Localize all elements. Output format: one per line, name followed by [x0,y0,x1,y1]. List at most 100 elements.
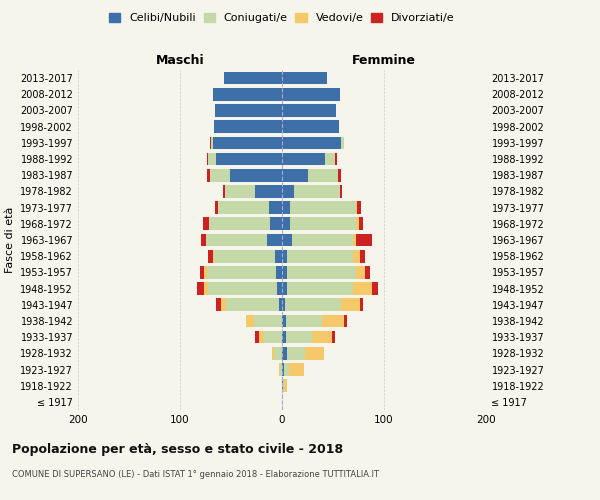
Bar [279,363,280,376]
Bar [270,218,282,230]
Text: COMUNE DI SUPERSANO (LE) - Dati ISTAT 1° gennaio 2018 - Elaborazione TUTTITALIA.: COMUNE DI SUPERSANO (LE) - Dati ISTAT 1°… [12,470,379,479]
Bar [209,218,270,230]
Bar [218,202,269,214]
Bar [359,250,365,262]
Bar [325,152,335,166]
Bar [356,218,359,230]
Bar [209,169,230,181]
Bar [282,347,287,360]
Bar [205,266,206,278]
Bar [286,331,311,344]
Bar [276,266,282,278]
Bar [353,250,359,262]
Bar [205,282,208,295]
Bar [206,266,276,278]
Bar [256,185,282,198]
Bar [340,185,342,198]
Bar [282,88,340,101]
Bar [282,169,308,181]
Bar [335,152,337,166]
Bar [246,314,254,328]
Bar [287,282,353,295]
Bar [277,282,282,295]
Text: Femmine: Femmine [352,54,416,67]
Bar [208,282,277,295]
Bar [287,266,356,278]
Bar [294,185,340,198]
Bar [283,380,284,392]
Bar [279,298,282,311]
Bar [215,202,218,214]
Bar [272,347,274,360]
Bar [282,380,283,392]
Bar [341,298,359,311]
Bar [282,250,287,262]
Bar [200,266,205,278]
Bar [203,218,209,230]
Bar [322,314,344,328]
Bar [208,152,216,166]
Bar [282,185,294,198]
Legend: Celibi/Nubili, Coniugati/e, Vedovi/e, Divorziati/e: Celibi/Nubili, Coniugati/e, Vedovi/e, Di… [107,10,457,26]
Y-axis label: Fasce di età: Fasce di età [5,207,15,273]
Bar [282,314,286,328]
Bar [282,266,287,278]
Bar [206,169,209,181]
Bar [356,266,365,278]
Bar [266,234,282,246]
Bar [274,347,282,360]
Bar [221,298,226,311]
Bar [275,250,282,262]
Bar [344,314,347,328]
Bar [282,234,292,246]
Bar [282,218,290,230]
Bar [263,331,282,344]
Bar [353,282,372,295]
Bar [224,72,282,85]
Bar [282,282,287,295]
Bar [284,363,289,376]
Text: Maschi: Maschi [155,54,205,67]
Bar [282,136,341,149]
Bar [225,185,256,198]
Bar [305,347,324,360]
Bar [353,234,356,246]
Bar [359,298,362,311]
Bar [338,169,341,181]
Bar [269,202,282,214]
Bar [214,120,282,133]
Bar [282,152,325,166]
Bar [209,136,211,149]
Bar [215,104,282,117]
Bar [226,298,279,311]
Bar [358,202,361,214]
Bar [286,314,322,328]
Bar [212,136,282,149]
Bar [290,202,356,214]
Bar [214,250,275,262]
Bar [208,250,212,262]
Text: Popolazione per età, sesso e stato civile - 2018: Popolazione per età, sesso e stato civil… [12,442,343,456]
Bar [254,314,282,328]
Bar [372,282,378,295]
Bar [230,169,282,181]
Bar [356,234,372,246]
Bar [311,331,332,344]
Bar [212,250,214,262]
Bar [356,202,358,214]
Bar [282,72,327,85]
Bar [332,331,335,344]
Bar [259,331,263,344]
Bar [289,363,304,376]
Bar [365,266,370,278]
Bar [205,234,266,246]
Bar [216,298,221,311]
Bar [290,218,356,230]
Bar [308,169,338,181]
Bar [287,250,353,262]
Bar [285,298,341,311]
Bar [211,136,212,149]
Bar [223,185,225,198]
Bar [202,234,205,246]
Bar [282,298,285,311]
